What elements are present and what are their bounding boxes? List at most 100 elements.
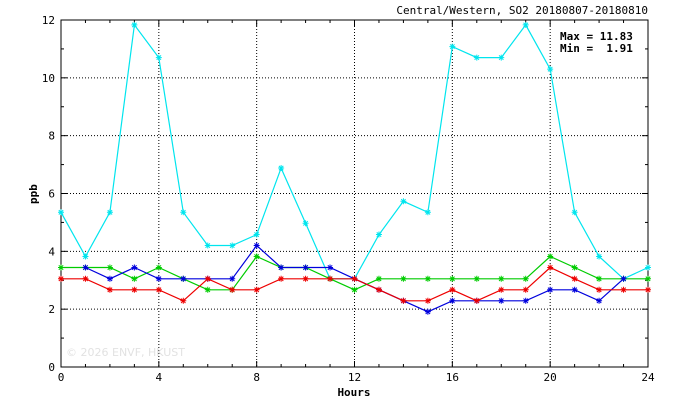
data-point — [547, 253, 554, 260]
data-point — [229, 242, 236, 249]
data-point — [155, 264, 162, 271]
y-tick-label: 10 — [42, 72, 55, 85]
data-point — [571, 275, 578, 282]
y-tick-label: 12 — [42, 14, 55, 27]
data-point — [596, 253, 603, 260]
data-point — [522, 21, 529, 28]
data-point — [302, 275, 309, 282]
data-point — [400, 275, 407, 282]
data-point — [498, 297, 505, 304]
data-point — [278, 165, 285, 172]
data-point — [375, 286, 382, 293]
data-point — [327, 275, 334, 282]
data-point — [155, 275, 162, 282]
data-point — [131, 275, 138, 282]
data-point — [253, 242, 260, 249]
data-point — [155, 54, 162, 61]
data-point — [498, 54, 505, 61]
data-point — [82, 253, 89, 260]
y-axis-title: ppb — [27, 184, 40, 204]
data-point — [596, 286, 603, 293]
y-tick-label: 4 — [48, 245, 55, 258]
data-point — [522, 286, 529, 293]
data-point — [278, 264, 285, 271]
data-point — [327, 264, 334, 271]
data-point — [204, 242, 211, 249]
x-tick-label: 12 — [348, 371, 361, 384]
data-point — [400, 297, 407, 304]
data-point — [302, 264, 309, 271]
data-point — [82, 275, 89, 282]
data-point — [424, 209, 431, 216]
data-point — [155, 286, 162, 293]
data-point — [473, 54, 480, 61]
data-point — [522, 297, 529, 304]
y-tick-label: 0 — [48, 361, 55, 374]
data-point — [180, 275, 187, 282]
data-point — [278, 275, 285, 282]
data-point — [253, 286, 260, 293]
data-point — [498, 286, 505, 293]
data-point — [473, 297, 480, 304]
data-point — [253, 253, 260, 260]
x-tick-label: 24 — [641, 371, 655, 384]
data-point — [229, 275, 236, 282]
data-point — [58, 209, 64, 216]
data-point — [131, 21, 138, 28]
data-point — [571, 286, 578, 293]
grid-lines — [61, 20, 648, 367]
data-point — [645, 286, 651, 293]
chart-title: Central/Western, SO2 20180807-20180810 — [396, 4, 648, 17]
series-lines — [58, 21, 651, 315]
data-point — [253, 231, 260, 238]
series-3 — [58, 264, 651, 304]
x-tick-label: 0 — [58, 371, 65, 384]
data-point — [204, 286, 211, 293]
data-point — [351, 286, 358, 293]
y-tick-label: 8 — [48, 130, 55, 143]
data-point — [180, 209, 187, 216]
data-point — [424, 275, 431, 282]
data-point — [571, 209, 578, 216]
x-tick-label: 4 — [156, 371, 163, 384]
data-point — [596, 297, 603, 304]
data-point — [131, 264, 138, 271]
data-point — [106, 264, 113, 271]
data-point — [351, 275, 358, 282]
data-point — [131, 286, 138, 293]
x-tick-label: 20 — [544, 371, 557, 384]
data-point — [229, 286, 236, 293]
x-tick-label: 16 — [446, 371, 459, 384]
data-point — [82, 264, 89, 271]
data-point — [498, 275, 505, 282]
y-tick-label: 6 — [48, 188, 55, 201]
data-point — [645, 275, 651, 282]
data-point — [547, 286, 554, 293]
data-point — [449, 275, 456, 282]
data-point — [424, 308, 431, 315]
data-point — [302, 220, 309, 227]
data-point — [522, 275, 529, 282]
data-point — [58, 275, 64, 282]
data-point — [620, 275, 627, 282]
data-point — [106, 209, 113, 216]
data-point — [400, 198, 407, 205]
data-point — [106, 286, 113, 293]
data-point — [596, 275, 603, 282]
data-point — [449, 297, 456, 304]
stats-max: Max = 11.83 — [560, 30, 633, 43]
data-point — [106, 275, 113, 282]
y-tick-label: 2 — [48, 303, 55, 316]
stats-min: Min = 1.91 — [560, 42, 633, 55]
data-point — [620, 286, 627, 293]
data-point — [375, 231, 382, 238]
data-point — [473, 275, 480, 282]
data-point — [204, 275, 211, 282]
data-point — [58, 264, 64, 271]
x-tick-label: 8 — [253, 371, 260, 384]
data-point — [449, 286, 456, 293]
data-point — [547, 66, 554, 73]
data-point — [375, 275, 382, 282]
data-point — [547, 264, 554, 271]
